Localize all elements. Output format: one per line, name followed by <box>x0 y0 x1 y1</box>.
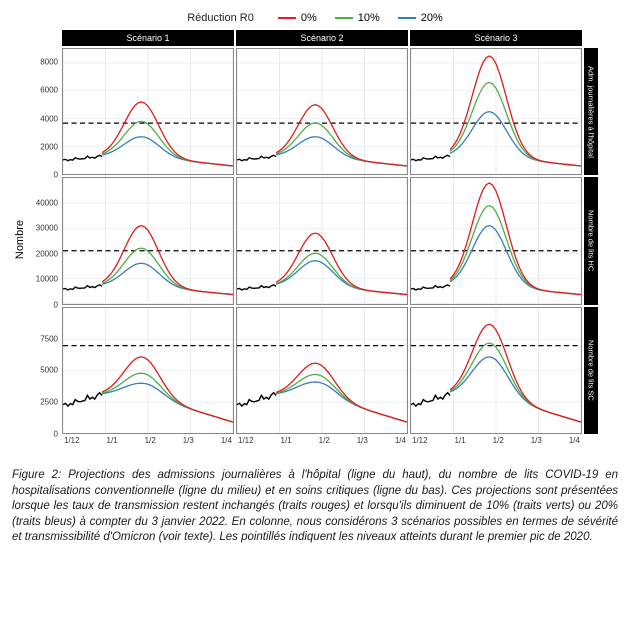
swatch-icon <box>398 17 416 19</box>
legend-label: 10% <box>358 12 380 24</box>
chart-panel <box>62 307 234 434</box>
y-axis-ticks: 0250050007500 <box>28 307 60 434</box>
legend-title: Réduction R0 <box>187 12 254 24</box>
column-strip: Scénario 3 <box>410 30 582 46</box>
chart-panel <box>410 177 582 304</box>
swatch-icon <box>278 17 296 19</box>
row-strip: Nombre de lits HC <box>584 177 598 304</box>
legend-label: 0% <box>301 12 317 24</box>
chart-panel <box>236 307 408 434</box>
swatch-icon <box>335 17 353 19</box>
legend-item-1: 10% <box>335 12 380 24</box>
chart-panel <box>62 48 234 175</box>
y-axis-ticks: 010000200003000040000 <box>28 177 60 304</box>
x-axis-ticks: 1/121/11/21/31/4 <box>410 436 582 450</box>
chart-panel <box>62 177 234 304</box>
chart-panel <box>236 48 408 175</box>
chart-panel <box>236 177 408 304</box>
x-axis-ticks: 1/121/11/21/31/4 <box>62 436 234 450</box>
legend-item-0: 0% <box>278 12 317 24</box>
legend-item-2: 20% <box>398 12 443 24</box>
figure-caption: Figure 2: Projections des admissions jou… <box>12 468 618 546</box>
legend: Réduction R0 0% 10% 20% <box>12 12 618 24</box>
chart-panel <box>410 307 582 434</box>
row-strip: Adm. journalières à l'hôpital <box>584 48 598 175</box>
chart-panel <box>410 48 582 175</box>
row-strip: Nombre de lits SC <box>584 307 598 434</box>
x-axis-ticks: 1/121/11/21/31/4 <box>236 436 408 450</box>
facet-grid: Scénario 1Scénario 2Scénario 3 0200040006… <box>28 30 598 450</box>
legend-label: 20% <box>421 12 443 24</box>
y-axis-ticks: 02000400060008000 <box>28 48 60 175</box>
y-axis-label: Nombre <box>12 220 28 259</box>
column-strip: Scénario 2 <box>236 30 408 46</box>
column-strip: Scénario 1 <box>62 30 234 46</box>
